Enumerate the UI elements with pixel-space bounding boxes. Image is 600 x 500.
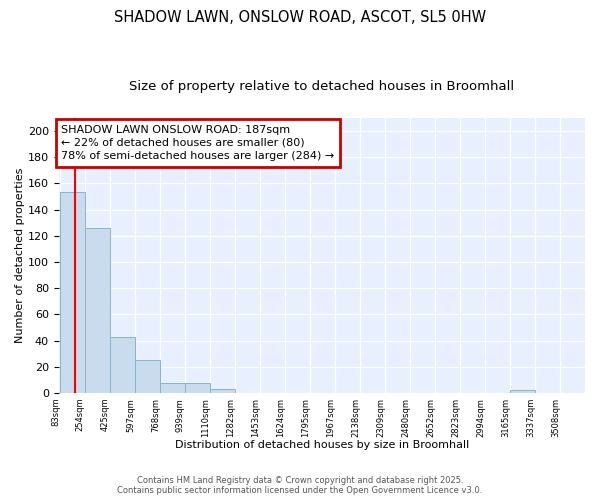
Bar bbox=[60, 192, 85, 393]
Title: Size of property relative to detached houses in Broomhall: Size of property relative to detached ho… bbox=[129, 80, 514, 93]
X-axis label: Distribution of detached houses by size in Broomhall: Distribution of detached houses by size … bbox=[175, 440, 469, 450]
Bar bbox=[135, 360, 160, 393]
Bar bbox=[85, 228, 110, 393]
Bar bbox=[160, 382, 185, 393]
Bar bbox=[210, 389, 235, 393]
Bar bbox=[110, 336, 135, 393]
Bar bbox=[510, 390, 535, 393]
Text: SHADOW LAWN ONSLOW ROAD: 187sqm
← 22% of detached houses are smaller (80)
78% of: SHADOW LAWN ONSLOW ROAD: 187sqm ← 22% of… bbox=[61, 124, 335, 161]
Text: Contains HM Land Registry data © Crown copyright and database right 2025.
Contai: Contains HM Land Registry data © Crown c… bbox=[118, 476, 482, 495]
Text: SHADOW LAWN, ONSLOW ROAD, ASCOT, SL5 0HW: SHADOW LAWN, ONSLOW ROAD, ASCOT, SL5 0HW bbox=[114, 10, 486, 25]
Y-axis label: Number of detached properties: Number of detached properties bbox=[15, 168, 25, 343]
Bar bbox=[185, 382, 210, 393]
